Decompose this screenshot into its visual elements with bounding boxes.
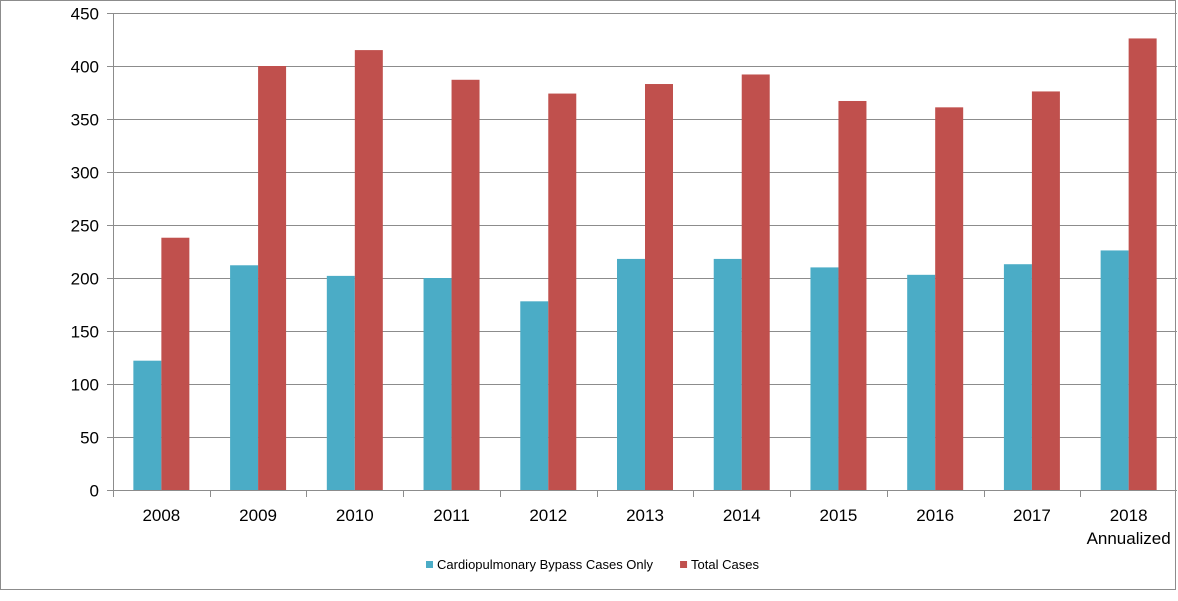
bar-cardiopulmonary-bypass <box>326 275 355 490</box>
bar-cardiopulmonary-bypass <box>713 258 742 490</box>
bar-cardiopulmonary-bypass <box>810 267 839 490</box>
axes <box>107 13 1178 497</box>
bar-cardiopulmonary-bypass <box>907 274 936 490</box>
legend: Cardiopulmonary Bypass Cases Only Total C… <box>426 557 759 572</box>
x-tick-label: 2012 <box>529 506 567 525</box>
bar-cardiopulmonary-bypass <box>423 278 452 490</box>
legend-swatch <box>680 561 688 568</box>
y-axis-tick-labels: 0 50 100 150 200 250 300 350 400 450 <box>71 5 99 501</box>
x-tick-label: 2011 <box>433 506 470 525</box>
y-tick-label: 150 <box>71 323 99 342</box>
y-tick-label: 450 <box>71 5 99 24</box>
x-tick-label: 2015 <box>820 506 858 525</box>
y-tick-label: 200 <box>71 270 99 289</box>
bar-total-cases <box>935 107 964 490</box>
y-tick-label: 50 <box>80 429 99 448</box>
legend-label: Cardiopulmonary Bypass Cases Only <box>437 557 654 572</box>
y-tick-label: 400 <box>71 58 99 77</box>
x-tick-label: 2009 <box>239 506 277 525</box>
bar-total-cases <box>354 50 383 490</box>
legend-swatch <box>426 561 433 568</box>
x-tick-label: 2010 <box>336 506 374 525</box>
x-tick-label: 2008 <box>142 506 180 525</box>
bar-cardiopulmonary-bypass <box>230 265 259 490</box>
x-tick-label: 2014 <box>723 506 761 525</box>
bar-total-cases <box>741 74 770 490</box>
bar-cardiopulmonary-bypass <box>617 258 645 490</box>
bar-total-cases <box>548 93 577 490</box>
bar-total-cases <box>258 66 287 490</box>
legend-label: Total Cases <box>691 557 759 572</box>
bar-cardiopulmonary-bypass <box>520 301 549 490</box>
bar-cardiopulmonary-bypass <box>133 360 162 490</box>
bar-total-cases <box>161 237 190 490</box>
x-tick-label: 2013 <box>626 506 664 525</box>
bar-total-cases <box>1128 38 1157 490</box>
bar-cardiopulmonary-bypass <box>1003 264 1032 490</box>
bar-total-cases <box>838 100 867 490</box>
x-tick-label: 2018 Annualized <box>1087 506 1171 548</box>
bar-total-cases <box>645 84 673 491</box>
y-tick-label: 350 <box>71 111 99 130</box>
bar-total-cases <box>451 79 480 490</box>
y-tick-label: 100 <box>71 376 99 395</box>
bars <box>133 38 1157 491</box>
y-tick-label: 250 <box>71 217 99 236</box>
bar-total-cases <box>1031 91 1060 490</box>
bar-cardiopulmonary-bypass <box>1100 250 1129 490</box>
x-axis-tick-labels: 2008 2009 2010 2011 2012 2013 2014 2015 2016 2017… <box>142 506 1170 548</box>
x-tick-label: 2017 <box>1013 506 1051 525</box>
y-tick-label: 0 <box>90 482 99 501</box>
y-tick-label: 300 <box>71 164 99 183</box>
x-tick-label: 2016 <box>916 506 954 525</box>
